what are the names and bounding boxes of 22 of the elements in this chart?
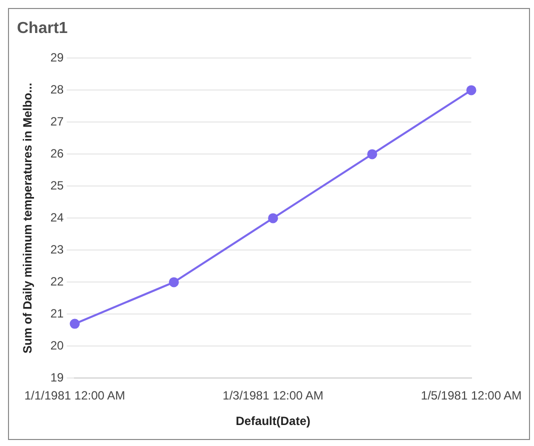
x-tick-label: 1/3/1981 12:00 AM <box>222 388 324 403</box>
point <box>70 318 80 329</box>
point <box>367 149 378 160</box>
y-tick-label: 29 <box>50 50 64 65</box>
y-axis-title: Sum of Daily minimum temperatures in Melbo... <box>20 82 35 354</box>
y-tick-label: 19 <box>50 370 64 385</box>
point <box>268 213 278 224</box>
chart-title: Chart1 <box>17 20 68 38</box>
y-tick-label: 22 <box>50 274 64 289</box>
point <box>466 85 476 96</box>
y-tick-label: 20 <box>50 338 64 353</box>
x-tick-label: 1/5/1981 12:00 AM <box>420 388 522 403</box>
y-tick-label: 26 <box>50 146 64 161</box>
x-axis-title: Default(Date) <box>236 414 310 428</box>
y-tick-label: 24 <box>50 210 64 225</box>
y-tick-label: 25 <box>50 178 64 193</box>
x-tick-label: 1/1/1981 12:00 AM <box>24 388 126 403</box>
y-tick-label: 23 <box>50 242 64 257</box>
y-tick-label: 21 <box>50 306 64 321</box>
y-tick-label: 27 <box>50 114 64 129</box>
point <box>168 277 179 288</box>
y-tick-label: 28 <box>50 82 64 97</box>
